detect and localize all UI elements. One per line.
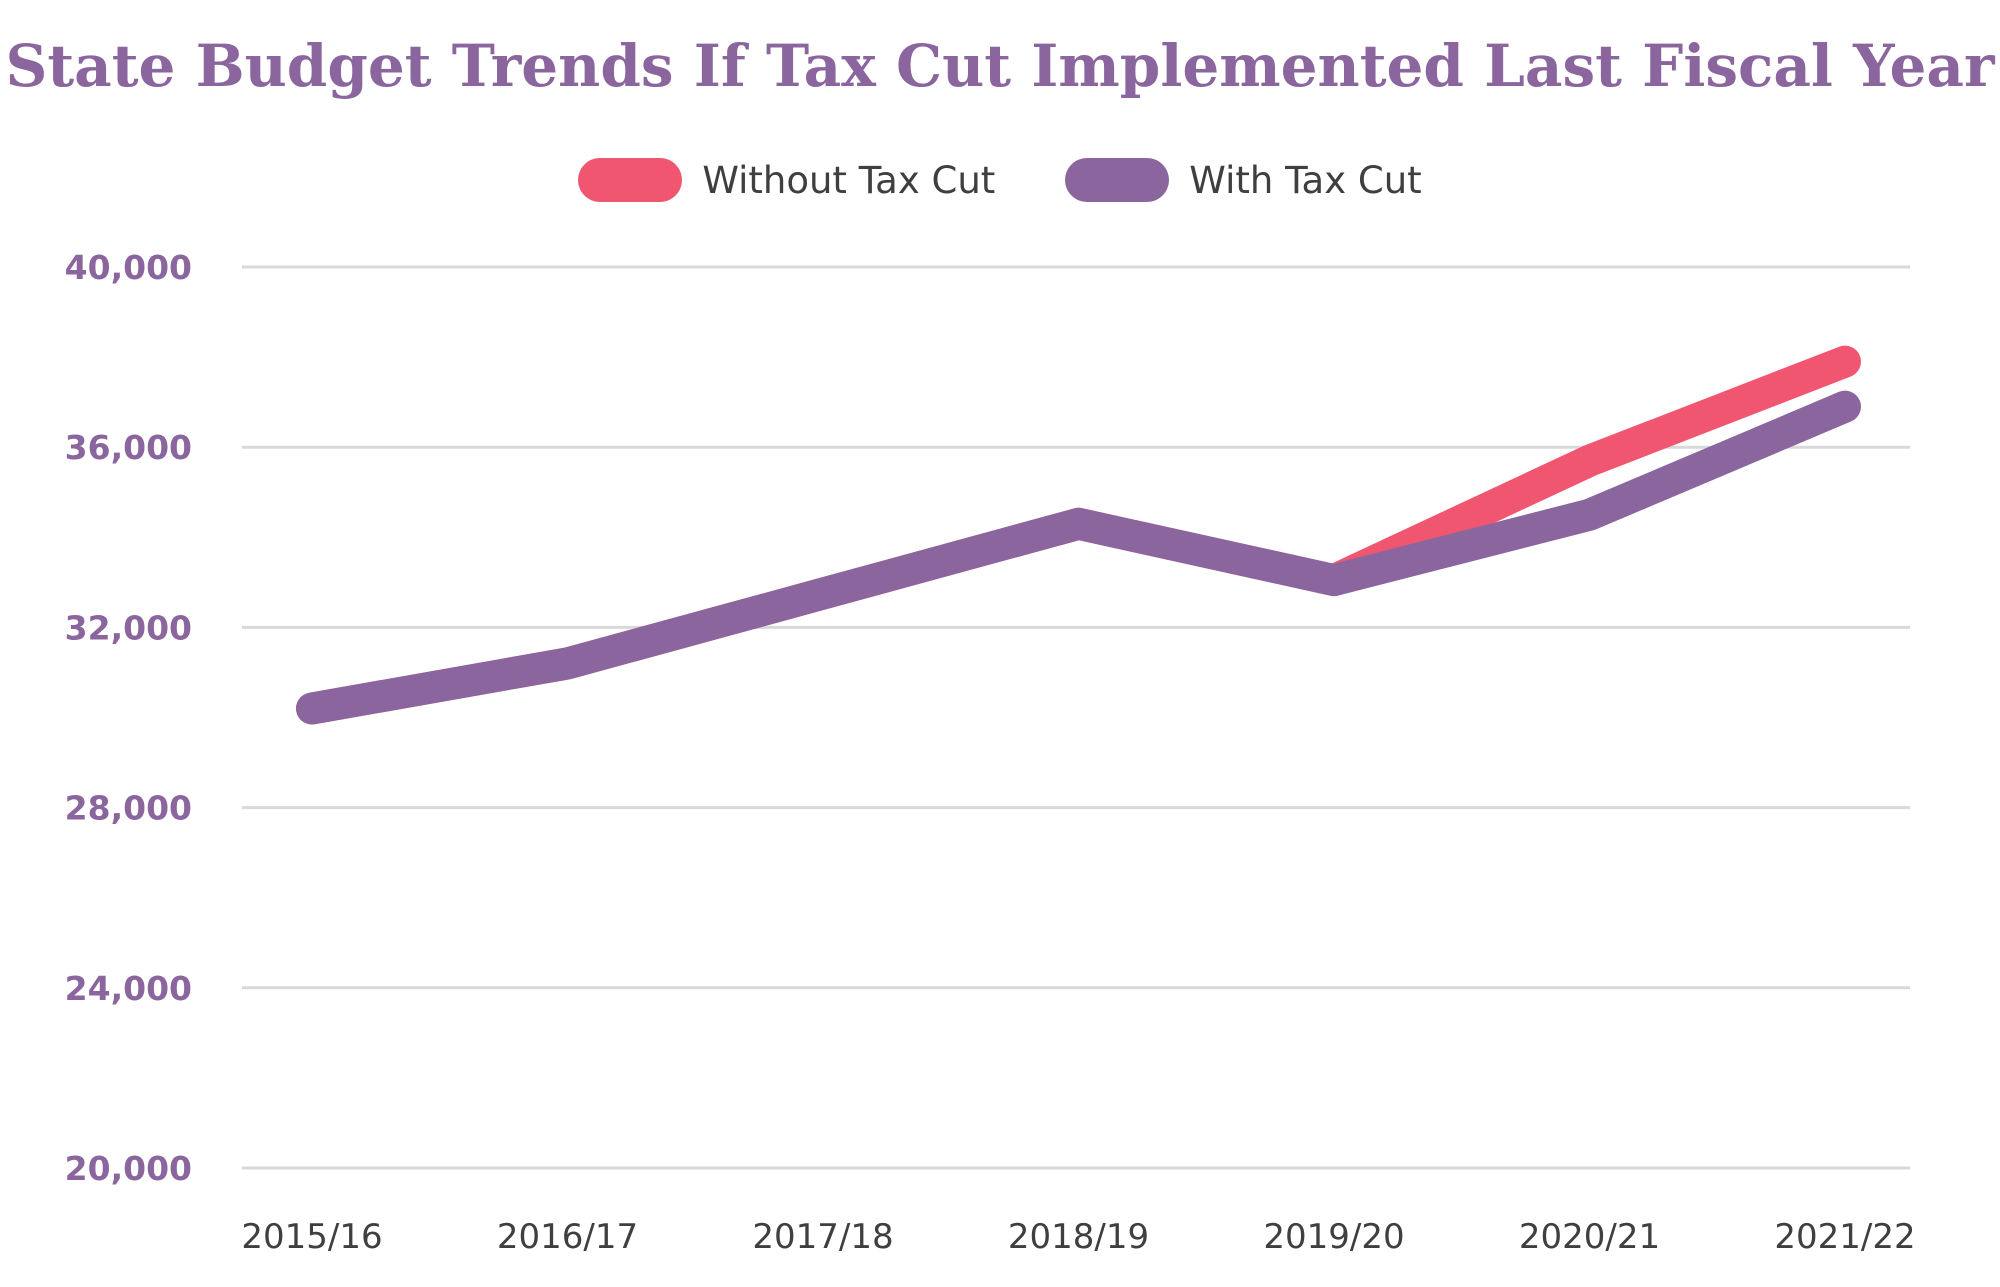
legend-label: With Tax Cut [1189, 158, 1422, 202]
chart-title: State Budget Trends If Tax Cut Implement… [5, 32, 1995, 100]
y-tick-label: 28,000 [65, 789, 192, 828]
series-line-with-tax-cut[interactable] [296, 390, 1861, 725]
legend-item-without-tax-cut[interactable]: Without Tax Cut [578, 158, 995, 202]
x-tick-label: 2018/19 [1008, 1217, 1149, 1257]
gridlines [242, 265, 1910, 1170]
legend-label: Without Tax Cut [702, 158, 996, 202]
y-tick-label: 36,000 [65, 428, 192, 467]
x-tick-label: 2017/18 [752, 1217, 893, 1257]
y-tick-label: 32,000 [65, 608, 192, 647]
x-tick-label: 2015/16 [241, 1217, 382, 1257]
legend: Without Tax Cut With Tax Cut [0, 158, 2000, 202]
y-tick-label: 20,000 [65, 1149, 192, 1188]
legend-swatch-with-tax-cut [1065, 158, 1170, 202]
x-axis: 2015/16 2016/17 2017/18 2018/19 2019/20 2020/… [241, 1217, 1915, 1257]
series-lines [296, 345, 1861, 725]
x-tick-label: 2016/17 [497, 1217, 638, 1257]
x-tick-label: 2020/21 [1519, 1217, 1660, 1257]
y-axis: 20,000 24,000 28,000 32,000 36,000 40,000 [65, 248, 192, 1188]
y-tick-label: 40,000 [65, 248, 192, 287]
y-tick-label: 24,000 [65, 969, 192, 1008]
x-tick-label: 2019/20 [1263, 1217, 1404, 1257]
legend-swatch-without-tax-cut [578, 158, 683, 202]
legend-item-with-tax-cut[interactable]: With Tax Cut [1065, 158, 1422, 202]
x-tick-label: 2021/22 [1774, 1217, 1915, 1257]
